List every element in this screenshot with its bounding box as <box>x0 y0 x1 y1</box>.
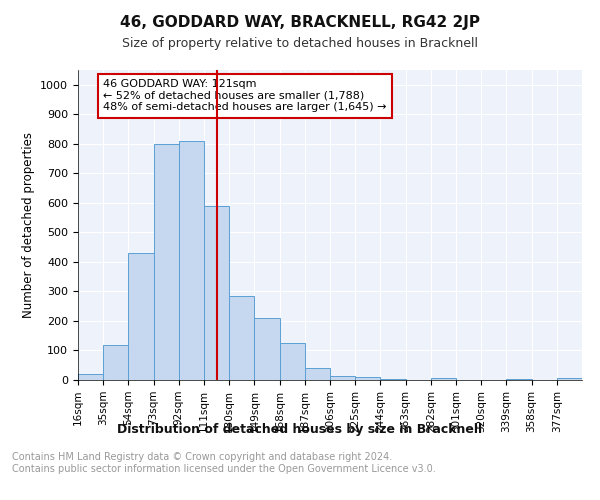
Bar <box>179 141 204 380</box>
Bar <box>305 368 330 380</box>
Bar <box>431 378 456 380</box>
Bar <box>557 378 582 380</box>
Bar <box>103 344 128 380</box>
Text: Distribution of detached houses by size in Bracknell: Distribution of detached houses by size … <box>118 422 482 436</box>
Text: 46 GODDARD WAY: 121sqm
← 52% of detached houses are smaller (1,788)
48% of semi-: 46 GODDARD WAY: 121sqm ← 52% of detached… <box>103 80 387 112</box>
Bar <box>78 374 103 380</box>
Text: 46, GODDARD WAY, BRACKNELL, RG42 2JP: 46, GODDARD WAY, BRACKNELL, RG42 2JP <box>120 15 480 30</box>
Bar <box>229 296 254 380</box>
Bar <box>330 376 355 380</box>
Bar <box>506 378 532 380</box>
Y-axis label: Number of detached properties: Number of detached properties <box>22 132 35 318</box>
Bar <box>154 144 179 380</box>
Text: Contains HM Land Registry data © Crown copyright and database right 2024.
Contai: Contains HM Land Registry data © Crown c… <box>12 452 436 474</box>
Bar <box>254 318 280 380</box>
Bar <box>355 377 380 380</box>
Bar <box>280 343 305 380</box>
Text: Size of property relative to detached houses in Bracknell: Size of property relative to detached ho… <box>122 38 478 51</box>
Bar <box>128 253 154 380</box>
Bar <box>380 378 406 380</box>
Bar <box>204 206 229 380</box>
